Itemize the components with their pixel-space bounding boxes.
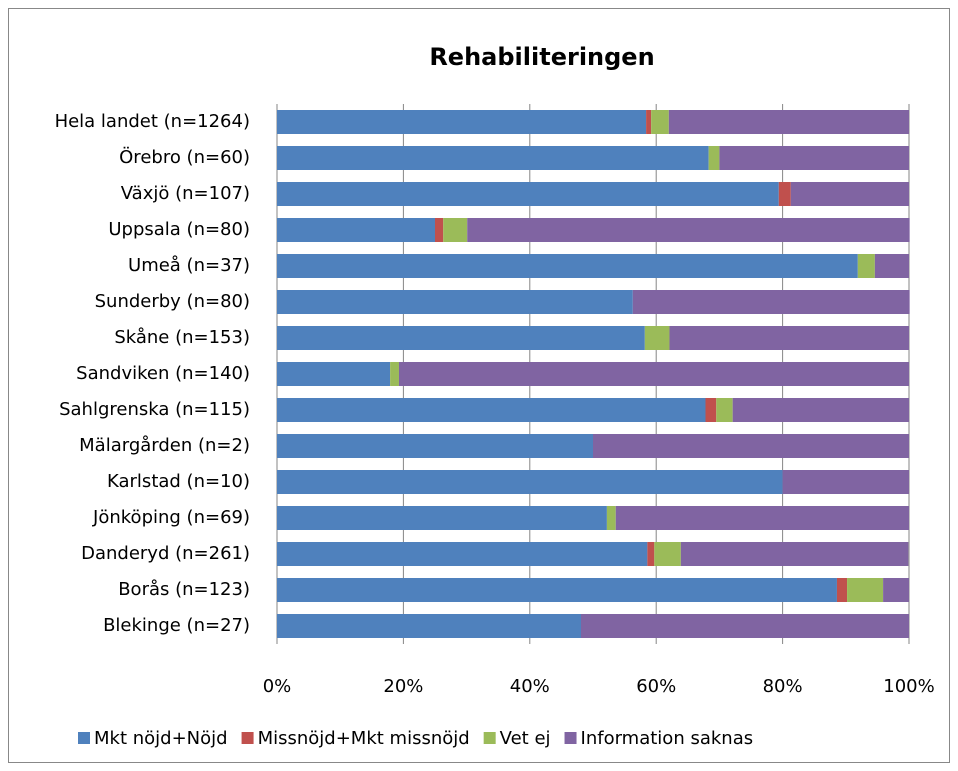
- y-tick-label: Mälargården (n=2): [79, 435, 250, 456]
- bar-segment: [277, 362, 391, 386]
- bar-segment: [644, 326, 670, 350]
- y-tick-label: Hela landet (n=1264): [55, 111, 250, 132]
- y-tick-label: Sahlgrenska (n=115): [59, 399, 250, 420]
- bar-segment: [277, 578, 837, 602]
- bar-segment: [277, 182, 779, 206]
- y-tick-label: Sandviken (n=140): [76, 363, 250, 384]
- y-tick-label: Umeå (n=37): [128, 255, 250, 276]
- x-tick-label: 40%: [510, 676, 550, 697]
- legend-swatch: [78, 732, 90, 744]
- bar-segment: [646, 110, 652, 134]
- bar-segment: [778, 182, 791, 206]
- bar-segment: [606, 506, 616, 530]
- y-tick-label: Danderyd (n=261): [81, 543, 250, 564]
- bar-segment: [435, 218, 444, 242]
- y-tick-label: Örebro (n=60): [119, 146, 250, 168]
- y-tick-label: Borås (n=123): [118, 579, 250, 600]
- legend-swatch: [241, 732, 254, 744]
- bar-segment: [277, 470, 783, 494]
- bar-segment: [277, 254, 858, 278]
- bar-segment: [277, 146, 709, 170]
- chart-title: Rehabiliteringen: [429, 43, 654, 71]
- legend-swatch: [483, 732, 496, 744]
- bar-segment: [874, 254, 909, 278]
- bar-segment: [669, 326, 909, 350]
- bar-segment: [705, 398, 717, 422]
- bar-segment: [593, 434, 909, 458]
- y-tick-label: Blekinge (n=27): [103, 615, 250, 636]
- bar-segment: [467, 218, 910, 242]
- x-tick-label: 20%: [383, 676, 423, 697]
- bar-segment: [668, 110, 909, 134]
- bar-segment: [883, 578, 909, 602]
- bar-segment: [632, 290, 910, 314]
- bar-segment: [790, 182, 909, 206]
- legend-label: Mkt nöjd+Nöjd: [94, 728, 228, 749]
- bar-segment: [857, 254, 875, 278]
- bar-segment: [654, 542, 681, 566]
- bar-segment: [836, 578, 848, 602]
- bar-segment: [847, 578, 884, 602]
- bar-segment: [732, 398, 909, 422]
- bar-segment: [277, 506, 607, 530]
- bar-segment: [708, 146, 720, 170]
- y-tick-label: Uppsala (n=80): [108, 219, 250, 240]
- x-tick-label: 80%: [763, 676, 803, 697]
- bar-segment: [719, 146, 909, 170]
- bar-segment: [615, 506, 909, 530]
- legend-label: Missnöjd+Mkt missnöjd: [258, 728, 470, 749]
- bar-segment: [277, 434, 593, 458]
- bar-segment: [277, 218, 435, 242]
- bar-segment: [443, 218, 468, 242]
- bar-segment: [716, 398, 733, 422]
- y-tick-label: Skåne (n=153): [114, 327, 250, 348]
- y-tick-label: Jönköping (n=69): [92, 507, 250, 528]
- bar-segment: [390, 362, 399, 386]
- bar-segment: [647, 542, 655, 566]
- bar-segment: [277, 398, 706, 422]
- legend-swatch: [564, 732, 577, 744]
- bar-segment: [398, 362, 909, 386]
- x-tick-label: 100%: [883, 676, 934, 697]
- y-tick-label: Karlstad (n=10): [107, 471, 250, 492]
- x-tick-label: 60%: [636, 676, 676, 697]
- y-tick-label: Växjö (n=107): [121, 183, 250, 204]
- x-tick-label: 0%: [263, 676, 292, 697]
- legend-label: Vet ej: [500, 728, 551, 749]
- bar-segment: [277, 290, 633, 314]
- legend-label: Information saknas: [581, 728, 754, 749]
- bar-segment: [277, 542, 648, 566]
- bar-segment: [277, 326, 645, 350]
- bar-segment: [277, 110, 647, 134]
- bar-segment: [580, 614, 909, 638]
- bar-segment: [277, 614, 581, 638]
- y-tick-label: Sunderby (n=80): [95, 291, 250, 312]
- bar-segment: [651, 110, 669, 134]
- bar-segment: [782, 470, 909, 494]
- bar-segment: [680, 542, 909, 566]
